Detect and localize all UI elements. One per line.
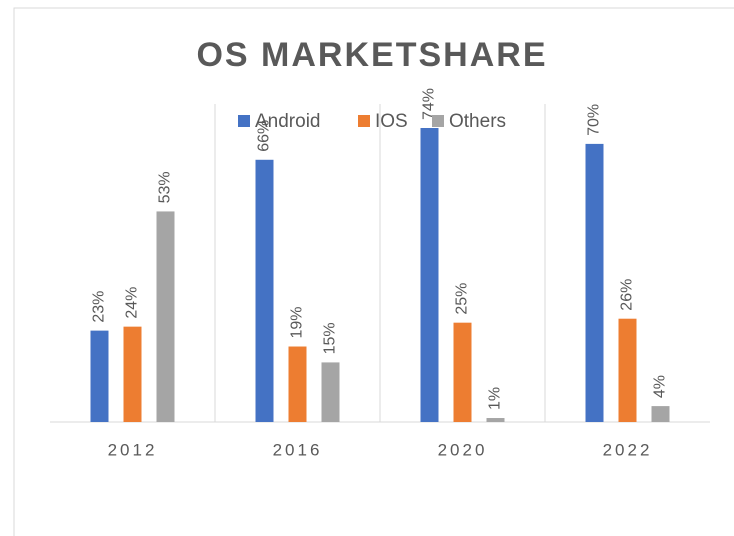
x-tick-label: 2012 <box>108 440 158 459</box>
bar <box>618 318 637 422</box>
legend-swatch <box>432 115 444 127</box>
bar <box>90 330 109 422</box>
bar <box>156 211 175 422</box>
x-tick-label: 2016 <box>273 440 323 459</box>
bar <box>123 326 142 422</box>
value-label: 15% <box>322 322 339 354</box>
value-label: 25% <box>454 283 471 315</box>
x-tick-label: 2020 <box>438 440 488 459</box>
value-label: 4% <box>652 375 669 398</box>
legend-swatch <box>358 115 370 127</box>
value-label: 24% <box>124 287 141 319</box>
value-label: 23% <box>91 291 108 323</box>
legend-label: Others <box>449 111 506 132</box>
value-label: 74% <box>421 88 438 120</box>
legend-label: IOS <box>375 111 408 132</box>
legend-label: Android <box>255 111 321 132</box>
bar <box>453 322 472 422</box>
bar <box>321 362 340 422</box>
chart-title: OS MARKETSHARE <box>196 36 547 74</box>
bar <box>420 128 439 422</box>
value-label: 70% <box>586 104 603 136</box>
x-tick-label: 2022 <box>603 440 653 459</box>
chart-border <box>13 7 734 536</box>
value-label: 1% <box>487 387 504 410</box>
bar <box>288 346 307 422</box>
bar <box>486 418 505 422</box>
value-label: 53% <box>157 171 174 203</box>
bar <box>585 143 604 422</box>
value-label: 19% <box>289 306 306 338</box>
bar <box>255 159 274 422</box>
value-label: 66% <box>256 120 273 152</box>
bar <box>651 406 670 422</box>
value-label: 26% <box>619 279 636 311</box>
legend-swatch <box>238 115 250 127</box>
